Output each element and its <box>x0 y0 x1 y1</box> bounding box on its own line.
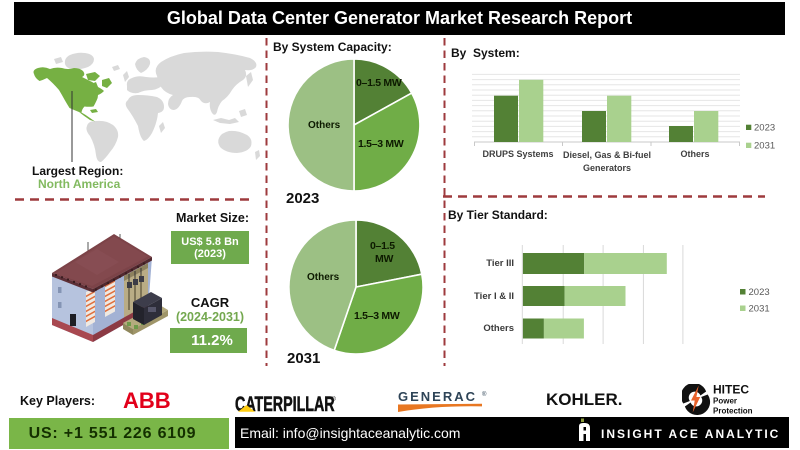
svg-text:CATERPILLAR: CATERPILLAR <box>235 392 335 414</box>
svg-text:2031: 2031 <box>749 304 770 315</box>
svg-text:®: ® <box>331 395 336 403</box>
svg-text:2031: 2031 <box>754 141 775 152</box>
svg-text:GENERAC: GENERAC <box>398 389 477 404</box>
svg-text:Protection: Protection <box>713 407 753 416</box>
svg-text:HITEC: HITEC <box>713 384 749 397</box>
svg-text:2023: 2023 <box>754 123 775 134</box>
svg-text:2023: 2023 <box>749 287 770 298</box>
svg-text:®: ® <box>482 391 487 398</box>
svg-text:Power: Power <box>713 397 737 406</box>
